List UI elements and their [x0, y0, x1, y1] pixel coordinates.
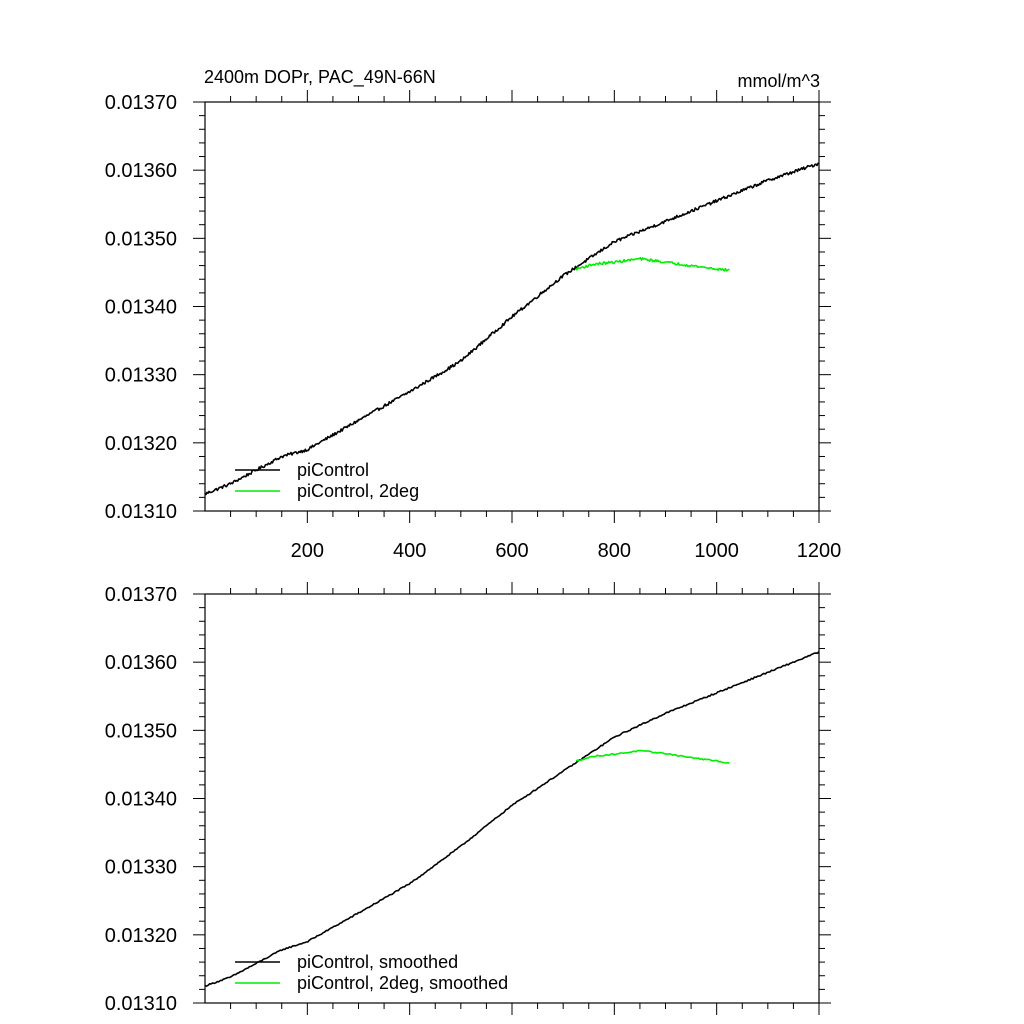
x-tick-label: 400	[393, 540, 426, 562]
y-tick-label: 0.01350	[105, 720, 177, 742]
legend-label-picontrol-2deg: piControl, 2deg	[297, 481, 419, 501]
y-tick-label: 0.01360	[105, 160, 177, 182]
bottom-panel: 0.01310 0.01320 0.01330 0.01340 0.01350 0.013…	[105, 582, 831, 1015]
y-tick-label: 0.01320	[105, 433, 177, 455]
top-axes: 200 400 600 800 1000 1200 0.01310 0.01320 0.0133…	[105, 90, 842, 562]
y-tick-label: 0.01320	[105, 925, 177, 947]
series-line-picontrol-2deg-smoothed	[575, 749, 730, 764]
top-plot-frame	[204, 101, 820, 512]
top-series	[204, 162, 820, 496]
y-tick-label: 0.01370	[105, 92, 177, 114]
bottom-series	[204, 650, 820, 987]
x-tick-label: 1000	[694, 540, 739, 562]
top-legend: piControl piControl, 2deg	[235, 460, 419, 501]
units-label: mmol/m^3	[738, 71, 820, 91]
series-line-picontrol-smoothed	[204, 650, 820, 987]
y-tick-label: 0.01310	[105, 993, 177, 1015]
x-tick-label: 1200	[797, 540, 842, 562]
y-tick-label: 0.01370	[105, 584, 177, 606]
x-tick-label: 600	[495, 540, 528, 562]
chart-title: 2400m DOPr, PAC_49N-66N	[204, 67, 436, 88]
y-tick-label: 0.01330	[105, 365, 177, 387]
x-tick-label: 800	[598, 540, 631, 562]
series-line-picontrol-2deg	[575, 256, 730, 272]
bottom-plot-frame	[204, 593, 820, 1004]
legend-label-picontrol-smoothed: piControl, smoothed	[297, 952, 458, 972]
legend-label-picontrol-2deg-smoothed: piControl, 2deg, smoothed	[297, 973, 508, 993]
x-tick-label: 200	[291, 540, 324, 562]
bottom-legend: piControl, smoothed piControl, 2deg, smo…	[235, 952, 508, 993]
legend-label-picontrol: piControl	[297, 460, 369, 480]
y-tick-label: 0.01310	[105, 501, 177, 523]
series-line-picontrol	[204, 162, 820, 496]
y-tick-label: 0.01340	[105, 789, 177, 811]
top-panel: 2400m DOPr, PAC_49N-66N mmol/m^3 200 400 6…	[105, 67, 842, 562]
y-tick-label: 0.01350	[105, 228, 177, 250]
y-tick-label: 0.01360	[105, 652, 177, 674]
bottom-axes: 0.01310 0.01320 0.01330 0.01340 0.01350 0.013…	[105, 582, 831, 1015]
y-tick-label: 0.01330	[105, 857, 177, 879]
y-tick-label: 0.01340	[105, 297, 177, 319]
